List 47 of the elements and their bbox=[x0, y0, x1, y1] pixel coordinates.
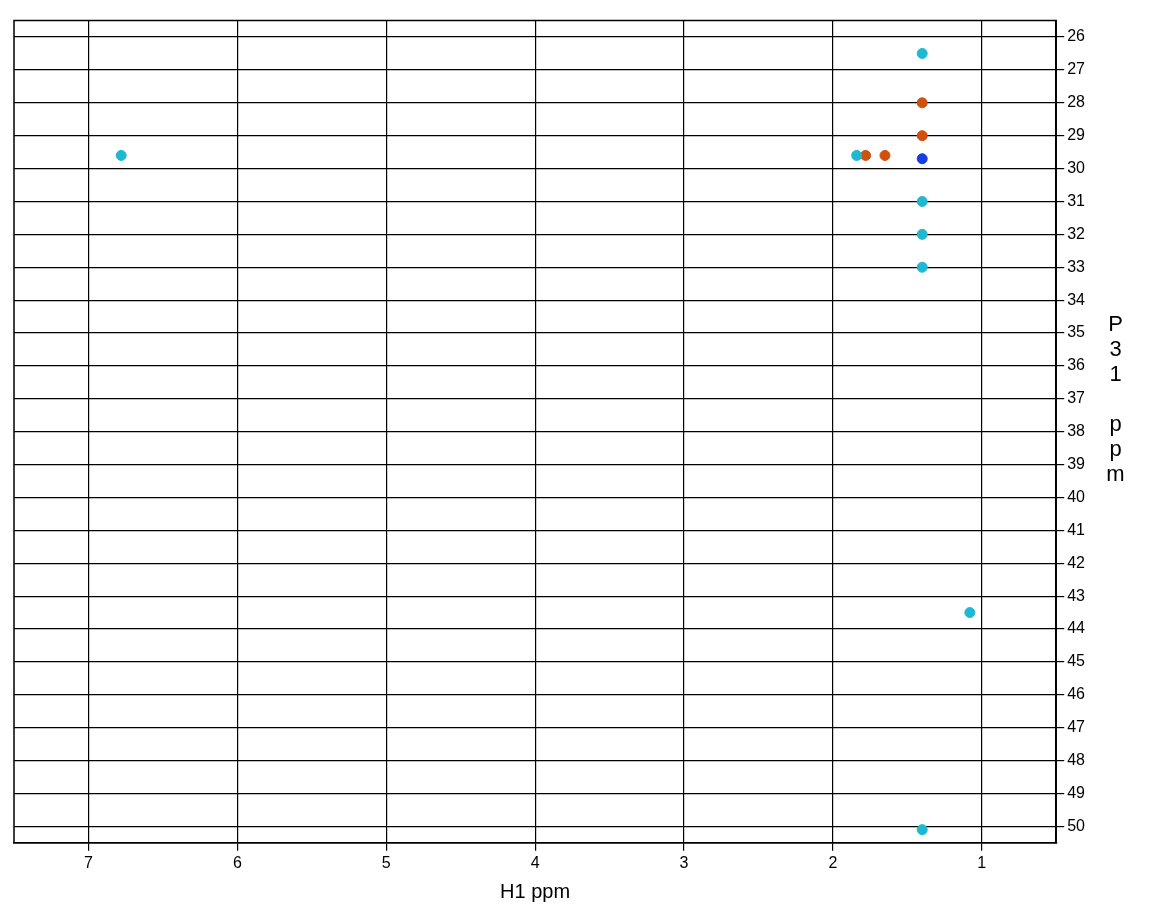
point bbox=[916, 97, 928, 109]
point bbox=[916, 195, 928, 207]
y-tick-label: 44 bbox=[1067, 619, 1086, 637]
y-tick-label: 43 bbox=[1067, 586, 1086, 604]
x-tick-label: 5 bbox=[381, 853, 391, 871]
y-tick-label: 41 bbox=[1067, 520, 1086, 538]
y-tick-label: 37 bbox=[1067, 389, 1086, 407]
y-tick-label: 50 bbox=[1067, 816, 1086, 834]
y-tick-label: 42 bbox=[1067, 553, 1086, 571]
y-axis-title: P31 ppm bbox=[1102, 310, 1128, 486]
y-tick-label: 34 bbox=[1067, 290, 1086, 308]
point bbox=[916, 153, 928, 165]
x-axis-title: H1 ppm bbox=[500, 879, 571, 902]
point bbox=[916, 261, 928, 273]
x-tick-label: 6 bbox=[232, 853, 242, 871]
point bbox=[964, 607, 976, 619]
point bbox=[851, 149, 863, 161]
point bbox=[115, 149, 127, 161]
y-tick-label: 33 bbox=[1067, 257, 1086, 275]
y-tick-label: 30 bbox=[1067, 159, 1086, 176]
point bbox=[916, 228, 928, 240]
y-tick-label: 46 bbox=[1067, 685, 1086, 703]
y-tick-label: 47 bbox=[1067, 718, 1086, 736]
x-tick-label: 7 bbox=[83, 853, 93, 871]
x-tick-label: 1 bbox=[977, 853, 987, 871]
y-tick-label: 45 bbox=[1067, 652, 1086, 670]
y-tick-label: 49 bbox=[1067, 783, 1086, 801]
y-tick-label: 36 bbox=[1067, 356, 1086, 374]
x-tick-label: 2 bbox=[828, 853, 838, 871]
y-tick-label: 38 bbox=[1067, 422, 1086, 440]
y-tick-label: 32 bbox=[1067, 224, 1086, 242]
point bbox=[916, 824, 928, 836]
y-tick-label: 28 bbox=[1067, 93, 1086, 111]
y-tick-label: 40 bbox=[1067, 487, 1086, 505]
y-tick-label: 39 bbox=[1067, 454, 1086, 472]
y-tick-label: 26 bbox=[1067, 27, 1086, 45]
y-tick-label: 31 bbox=[1067, 191, 1086, 209]
point bbox=[916, 47, 928, 59]
y-tick-label: 27 bbox=[1067, 60, 1086, 78]
point bbox=[916, 130, 928, 142]
y-tick-label: 35 bbox=[1067, 323, 1086, 341]
y-tick-label: 48 bbox=[1067, 750, 1086, 768]
y-tick-label: 29 bbox=[1067, 126, 1086, 144]
point bbox=[879, 149, 891, 161]
x-tick-label: 4 bbox=[530, 853, 540, 871]
x-tick-label: 3 bbox=[679, 853, 689, 871]
point bbox=[860, 149, 872, 161]
